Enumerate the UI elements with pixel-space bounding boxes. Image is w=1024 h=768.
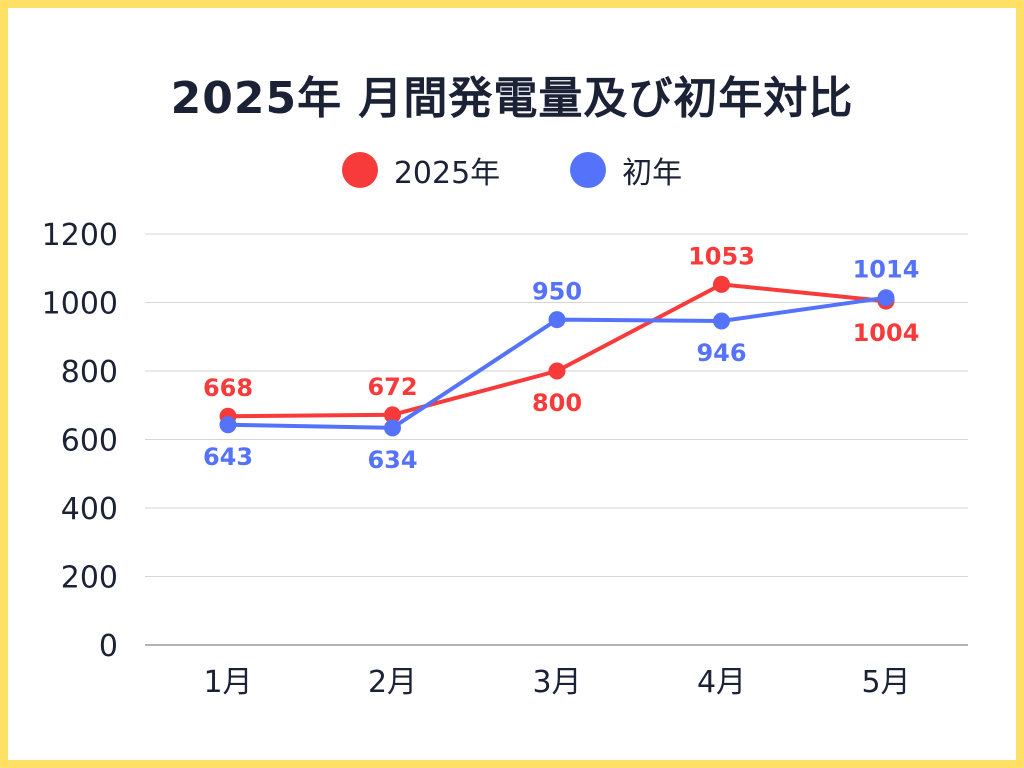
x-tick-label: 5月 [861,665,910,700]
data-label: 946 [696,339,746,367]
x-axis-ticks: 1月 2月 3月 4月 5月 [203,665,910,700]
y-tick-label: 400 [61,492,118,527]
data-label: 634 [367,446,417,474]
y-tick-label: 800 [61,355,118,390]
legend-label-first-year: 初年 [622,156,683,191]
data-point [219,416,237,434]
x-tick-label: 4月 [697,665,746,700]
data-point [384,406,401,424]
legend-label-2025: 2025年 [393,156,501,191]
legend-item-first-year: 初年 [570,148,682,192]
y-axis-ticks: 0 200 400 600 800 1000 1200 [42,218,118,664]
data-point [713,312,730,330]
data-point [384,419,401,437]
x-tick-label: 3月 [532,665,581,700]
data-label: 672 [367,373,417,401]
data-point [713,275,730,293]
data-label: 950 [532,278,582,306]
grid-lines [145,233,968,646]
data-label: 1053 [688,242,755,270]
legend-marker-first-year [570,152,607,188]
y-tick-label: 200 [61,561,118,596]
legend-item-2025: 2025年 [341,148,501,192]
data-point [548,362,566,380]
data-label: 1004 [853,319,920,347]
y-tick-label: 600 [61,424,118,459]
data-label: 800 [532,389,582,417]
x-tick-label: 2月 [368,665,417,700]
y-tick-label: 1200 [42,218,118,253]
data-point [548,311,566,329]
data-point [877,289,895,307]
data-label: 1014 [853,256,920,284]
chart-title: 2025年 月間発電量及び初年対比 [170,73,854,124]
y-tick-label: 1000 [42,287,118,322]
chart-legend: 2025年 初年 [0,148,1024,192]
x-tick-label: 1月 [203,665,252,700]
series-points [219,275,895,437]
data-label: 668 [203,374,253,402]
legend-marker-2025 [341,152,378,188]
data-labels: 668 672 800 1053 1004 643 634 950 946 1014 [203,242,919,474]
data-label: 643 [203,443,253,471]
y-tick-label: 0 [99,629,118,664]
